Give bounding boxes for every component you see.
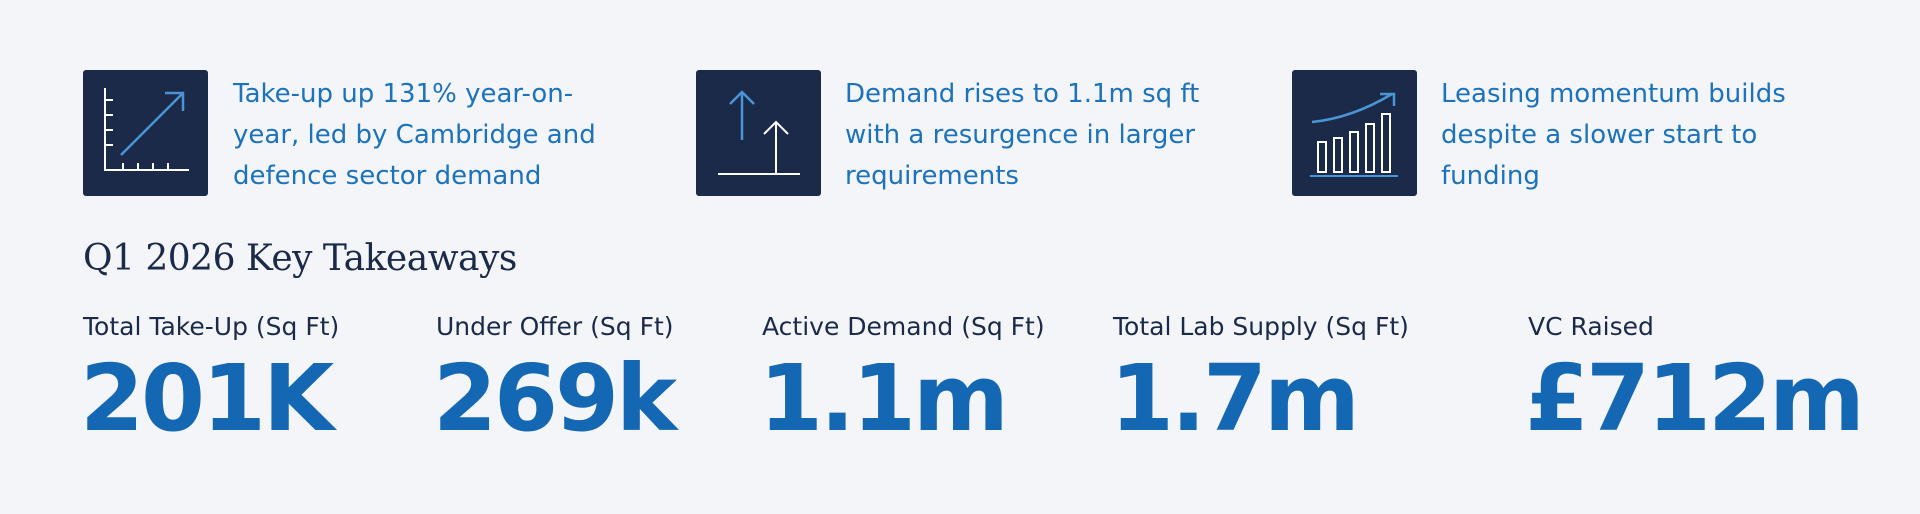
icon-demand: [696, 70, 821, 196]
icon-growth: [83, 70, 208, 196]
stat-value: £712m: [1525, 345, 1865, 452]
section-title: Q1 2026 Key Takeaways: [83, 238, 517, 279]
icon-graphic: [1310, 92, 1398, 177]
stat-value: 201K: [80, 345, 334, 452]
stat-label: VC Raised: [1528, 312, 1654, 341]
stat-value: 269k: [433, 345, 677, 452]
stat-label: Active Demand (Sq Ft): [762, 312, 1045, 341]
highlight-text: Take-up up 131% year-on-year, led by Cam…: [233, 79, 596, 191]
stat-label: Total Lab Supply (Sq Ft): [1113, 312, 1409, 341]
stat-value: 1.7m: [1110, 345, 1360, 452]
icon-graphic: [718, 90, 800, 175]
highlight-text: Leasing momentum builds despite a slower…: [1441, 79, 1786, 191]
highlight-text: Demand rises to 1.1m sq ft with a resurg…: [845, 79, 1200, 191]
stat-label: Under Offer (Sq Ft): [436, 312, 674, 341]
icon-graphic: [104, 88, 189, 171]
stat-label: Total Take-Up (Sq Ft): [83, 312, 340, 341]
icon-momentum: [1292, 70, 1417, 196]
stat-value: 1.1m: [759, 345, 1009, 452]
